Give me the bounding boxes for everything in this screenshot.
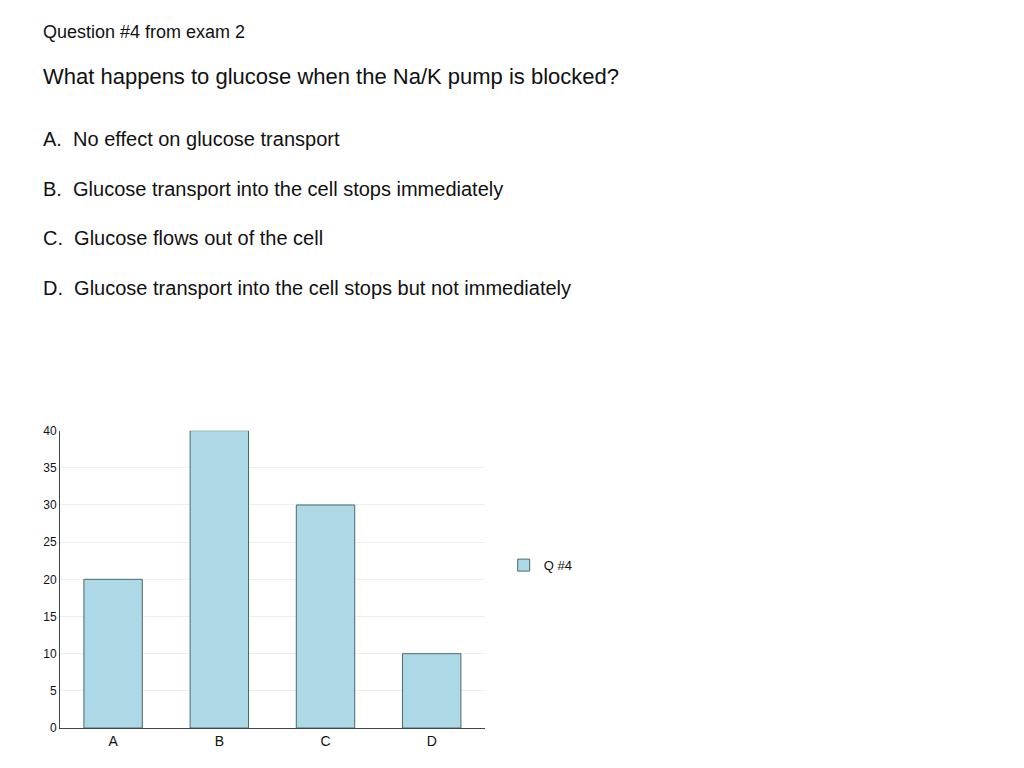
svg-text:30: 30 bbox=[43, 498, 57, 512]
svg-text:A: A bbox=[108, 733, 118, 749]
svg-text:What happens to glucose when t: What happens to glucose when the Na/K pu… bbox=[43, 64, 619, 89]
svg-text:B: B bbox=[215, 733, 224, 749]
svg-text:C. Glucose flows out of the c: C. Glucose flows out of the cell bbox=[43, 227, 323, 249]
svg-text:20: 20 bbox=[43, 573, 57, 587]
svg-text:D: D bbox=[427, 733, 437, 749]
svg-text:Q #4: Q #4 bbox=[544, 558, 572, 573]
svg-text:D. Glucose transport into the: D. Glucose transport into the cell stops… bbox=[43, 277, 571, 299]
svg-text:A. No effect on glucose trans: A. No effect on glucose transport bbox=[43, 128, 340, 150]
svg-text:5: 5 bbox=[50, 684, 57, 698]
svg-text:35: 35 bbox=[43, 461, 57, 475]
svg-text:B. Glucose transport into the: B. Glucose transport into the cell stops… bbox=[43, 178, 503, 200]
svg-text:Question #4 from exam 2: Question #4 from exam 2 bbox=[43, 22, 245, 42]
svg-text:15: 15 bbox=[43, 610, 57, 624]
svg-text:C: C bbox=[320, 733, 330, 749]
svg-text:0: 0 bbox=[50, 721, 57, 735]
svg-text:25: 25 bbox=[43, 535, 57, 549]
svg-text:40: 40 bbox=[43, 424, 57, 438]
svg-text:10: 10 bbox=[43, 647, 57, 661]
